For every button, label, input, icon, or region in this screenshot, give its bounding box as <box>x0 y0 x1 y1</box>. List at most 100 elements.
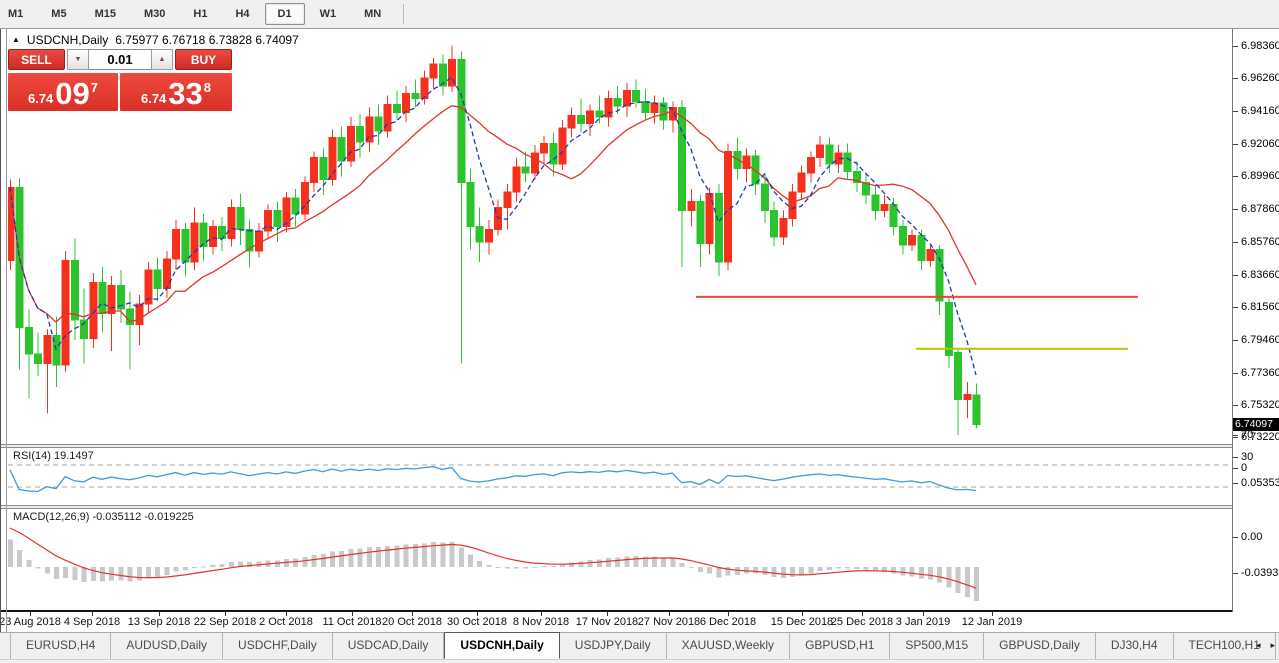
sell-button[interactable]: SELL <box>8 49 65 70</box>
price-label: 6.83660 <box>1241 268 1279 281</box>
tab-audusd-daily[interactable]: AUDUSD,Daily <box>111 633 224 659</box>
tab-gbpusd-h1[interactable]: GBPUSD,H1 <box>790 633 891 659</box>
date-label: 17 Nov 2018 <box>575 616 639 628</box>
date-label: 12 Jan 2019 <box>961 616 1023 628</box>
tab-scroll-buttons: ◂ ▸ <box>1256 633 1275 658</box>
price-label-tick <box>1233 372 1238 374</box>
tab-tech100-h1[interactable]: TECH100,H1 <box>1174 633 1276 659</box>
current-price-badge: 6.74097 <box>1233 417 1279 431</box>
price-label: 6.89960 <box>1241 170 1279 183</box>
tab-dj30-h4[interactable]: DJ30,H4 <box>1096 633 1174 659</box>
macd-axis-label-tick <box>1233 572 1238 574</box>
macd-axis-label: 0.00 <box>1241 530 1263 543</box>
date-label: 2 Oct 2018 <box>259 616 313 628</box>
price-label: 6.85760 <box>1241 235 1279 248</box>
price-label: 6.87860 <box>1241 203 1279 216</box>
timeframe-mn[interactable]: MN <box>364 8 382 20</box>
price-label-tick <box>1233 45 1238 47</box>
volume-input[interactable] <box>89 49 151 70</box>
price-label: 6.98360 <box>1241 39 1279 52</box>
tab-usdchf-daily[interactable]: USDCHF,Daily <box>223 633 333 659</box>
tab-usdcad-daily[interactable]: USDCAD,Daily <box>333 633 445 659</box>
candles-group <box>8 45 981 436</box>
macd-axis-label-tick <box>1233 536 1238 538</box>
sell-price-box[interactable]: 6.74 09 7 <box>8 73 118 111</box>
price-axis[interactable]: 6.98360 6.96260 6.94160 6.92060 6.89960 6.878… <box>1233 29 1279 612</box>
collapse-panel-icon[interactable]: ▲ <box>12 34 20 44</box>
tab-usdcnh-daily[interactable]: USDCNH,Daily <box>444 632 560 659</box>
date-tick <box>728 612 729 616</box>
price-label-tick <box>1233 437 1238 439</box>
timeframe-m15[interactable]: M15 <box>94 8 116 20</box>
tab-gbpusd-daily[interactable]: GBPUSD,Daily <box>984 633 1096 659</box>
tab-usdjpy-daily[interactable]: USDJPY,Daily <box>560 633 667 659</box>
date-label: 23 Aug 2018 <box>0 616 61 628</box>
timeframe-w1[interactable]: W1 <box>319 8 337 20</box>
price-label: 6.75320 <box>1241 398 1279 411</box>
tab-eurusd-h4[interactable]: EURUSD,H4 <box>10 633 112 659</box>
buy-price-sup: 8 <box>203 80 212 95</box>
volume-decrease-button[interactable]: ▼ <box>67 49 89 70</box>
date-label: 8 Nov 2018 <box>512 616 570 628</box>
price-label: 6.79460 <box>1241 334 1279 347</box>
timeframe-h4[interactable]: H4 <box>235 8 250 20</box>
date-label: 11 Oct 2018 <box>322 616 382 628</box>
date-label: 3 Jan 2019 <box>895 616 951 628</box>
rsi-axis-label-tick <box>1233 456 1238 458</box>
timeframe-m1[interactable]: M1 <box>8 8 24 20</box>
price-label-tick <box>1233 241 1238 243</box>
timeframe-d1[interactable]: D1 <box>264 3 305 25</box>
rsi-label: RSI(14) 19.1497 <box>13 450 94 462</box>
rsi-axis-label: 70 <box>1241 428 1254 441</box>
date-tick <box>669 612 670 616</box>
date-tick <box>802 612 803 616</box>
timeframe-m5[interactable]: M5 <box>51 8 67 20</box>
chart-tab-bar: EURUSD,H4 AUDUSD,Daily USDCHF,Daily USDCAD,… <box>0 632 1279 659</box>
window-left-border <box>0 29 1 633</box>
macd-axis-label: -0.039333 <box>1241 566 1279 579</box>
tab-scroll-right-icon[interactable]: ▸ <box>1270 640 1275 650</box>
date-tick <box>992 612 993 616</box>
date-tick <box>862 612 863 616</box>
macd-label: MACD(12,26,9) -0.035112 -0.019225 <box>13 511 194 523</box>
price-label-tick <box>1233 143 1238 145</box>
ma-fast-line <box>9 76 977 376</box>
chart-symbol: USDCNH,Daily <box>26 33 109 47</box>
panel-splitter-1[interactable] <box>0 444 1279 448</box>
rsi-line <box>9 466 977 493</box>
timeframe-m30[interactable]: M30 <box>143 8 166 20</box>
tab-xauusd-weekly[interactable]: XAUUSD,Weekly <box>667 633 791 659</box>
date-label: 22 Sep 2018 <box>193 616 257 628</box>
tab-scroll-left-icon[interactable]: ◂ <box>1255 640 1261 650</box>
date-label: 20 Oct 2018 <box>382 616 442 628</box>
volume-increase-button[interactable]: ▲ <box>151 49 173 70</box>
price-label-tick <box>1233 307 1238 309</box>
price-label: 6.81560 <box>1241 301 1279 314</box>
buy-button[interactable]: BUY <box>175 49 232 70</box>
sell-price-sup: 7 <box>90 80 99 95</box>
price-axis-separator <box>1232 29 1233 612</box>
macd-axis-label: 0.053532 <box>1241 476 1279 489</box>
price-label-tick <box>1233 78 1238 80</box>
status-strip <box>0 659 1279 663</box>
timeframe-h1[interactable]: H1 <box>193 8 208 20</box>
date-axis[interactable]: 23 Aug 2018 4 Sep 2018 13 Sep 2018 22 Sep 2… <box>0 612 1279 632</box>
macd-indicator-svg[interactable] <box>8 509 1232 610</box>
price-label-tick <box>1233 110 1238 112</box>
rsi-axis-label-tick <box>1233 467 1238 469</box>
price-label-tick <box>1233 340 1238 342</box>
price-label: 6.73220 <box>1241 431 1279 444</box>
chart-title: ▲ USDCNH,Daily 6.75977 6.76718 6.73828 6… <box>12 33 299 47</box>
price-label: 6.94160 <box>1241 104 1279 117</box>
panel-splitter-2[interactable] <box>0 505 1279 509</box>
date-label: 25 Dec 2018 <box>830 616 894 628</box>
date-label: 27 Nov 2018 <box>637 616 701 628</box>
buy-price-box[interactable]: 6.74 33 8 <box>120 73 232 111</box>
price-label-tick <box>1233 404 1238 406</box>
rsi-axis-label-tick <box>1233 434 1238 436</box>
rsi-indicator-svg[interactable] <box>8 448 1232 505</box>
date-tick <box>541 612 542 616</box>
tabbar-top-line <box>0 632 1279 633</box>
ma-slow-line <box>9 105 977 323</box>
tab-sp500-m15[interactable]: SP500,M15 <box>890 633 985 659</box>
